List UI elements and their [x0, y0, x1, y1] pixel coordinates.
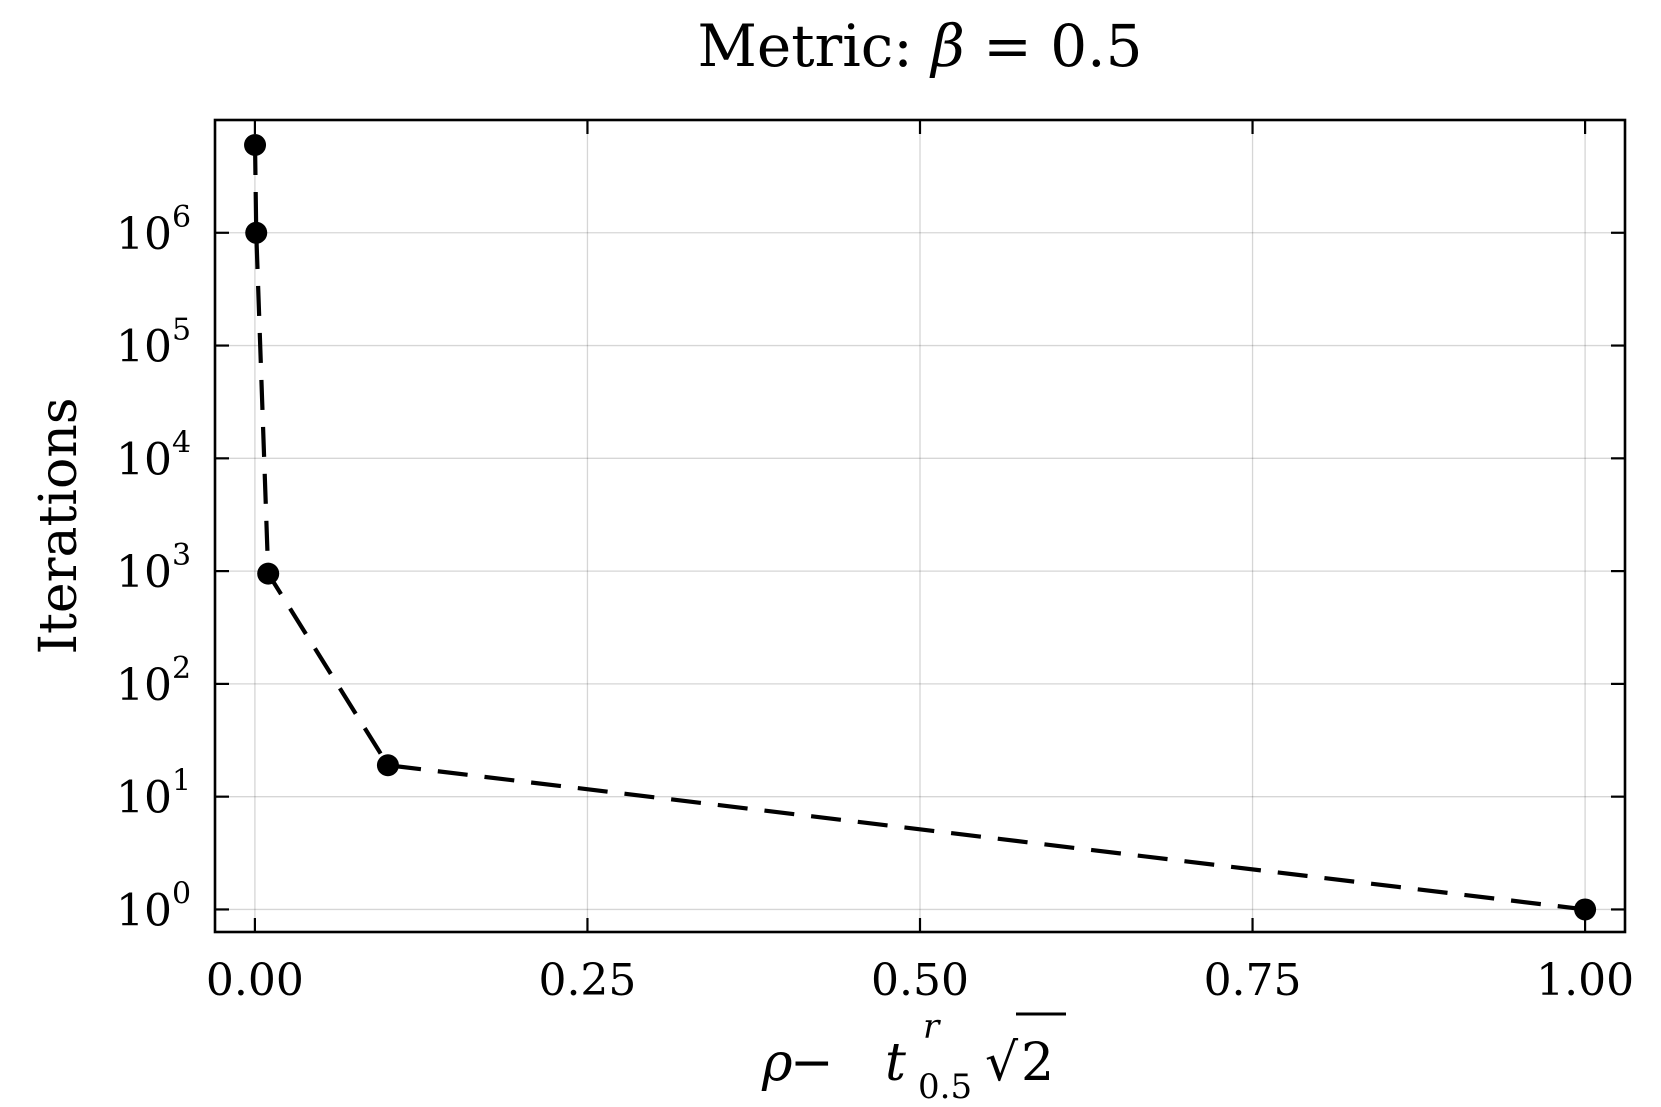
- data-point: [244, 134, 267, 157]
- y-tick-label-base: 10: [116, 322, 172, 373]
- y-tick-label-exponent: 2: [172, 651, 191, 686]
- grid: [215, 120, 1625, 932]
- chart-title-equals: =: [965, 12, 1050, 80]
- x-tick-label: 1.00: [1536, 955, 1634, 1006]
- x-axis-label: ρ − t r 0.5 √ 2: [761, 1007, 1066, 1107]
- y-axis-label: Iterations: [29, 397, 89, 654]
- x-tick-label: 0.75: [1204, 955, 1302, 1006]
- x-axis-label-t: t: [885, 1033, 906, 1093]
- series: [244, 134, 1597, 921]
- data-point: [257, 562, 280, 585]
- x-tick-label: 0.25: [538, 955, 636, 1006]
- x-axis-label-sqrt-sign: √: [985, 1033, 1019, 1093]
- y-tick-label-base: 10: [116, 209, 172, 260]
- x-tick-label: 0.00: [206, 955, 304, 1006]
- y-tick-label-base: 10: [116, 434, 172, 485]
- y-tick-label: 106: [116, 200, 191, 260]
- y-tick-label: 104: [116, 425, 191, 485]
- tick-marks: [215, 120, 1625, 932]
- y-tick-label-exponent: 1: [172, 764, 191, 799]
- x-axis-label-radicand: 2: [1021, 1033, 1054, 1093]
- data-point: [245, 221, 268, 244]
- data-point: [376, 754, 399, 777]
- y-tick-label-base: 10: [116, 660, 172, 711]
- plot-frame: [213, 118, 1627, 934]
- y-tick-label-exponent: 6: [172, 200, 191, 235]
- data-point: [1574, 898, 1597, 921]
- chart-title: Metric: β = 0.5: [697, 12, 1142, 80]
- y-tick-label-base: 10: [116, 773, 172, 824]
- y-tick-label-exponent: 5: [172, 313, 191, 348]
- x-axis-label-rho: ρ: [761, 1033, 793, 1093]
- y-tick-label-base: 10: [116, 885, 172, 936]
- chart-title-prefix: Metric:: [697, 12, 931, 80]
- y-tick-label: 100: [116, 876, 191, 936]
- y-tick-label: 105: [116, 313, 191, 373]
- y-tick-label-exponent: 3: [172, 538, 191, 573]
- y-tick-label-base: 10: [116, 547, 172, 598]
- chart-title-symbol: β: [929, 12, 965, 80]
- y-tick-label-exponent: 0: [172, 876, 191, 911]
- y-tick-label: 103: [116, 538, 191, 598]
- x-tick-labels: 0.00 0.25 0.50 0.75 1.00: [206, 955, 1634, 1006]
- y-tick-label: 101: [116, 764, 191, 824]
- x-axis-label-t-subscript: 0.5: [918, 1067, 972, 1107]
- x-axis-label-minus: −: [790, 1033, 834, 1093]
- y-tick-label-exponent: 4: [172, 425, 191, 460]
- x-axis-label-t-superscript: r: [923, 1007, 941, 1047]
- x-tick-label: 0.50: [871, 955, 969, 1006]
- chart-title-value: 0.5: [1050, 12, 1142, 80]
- y-tick-label: 102: [116, 651, 191, 711]
